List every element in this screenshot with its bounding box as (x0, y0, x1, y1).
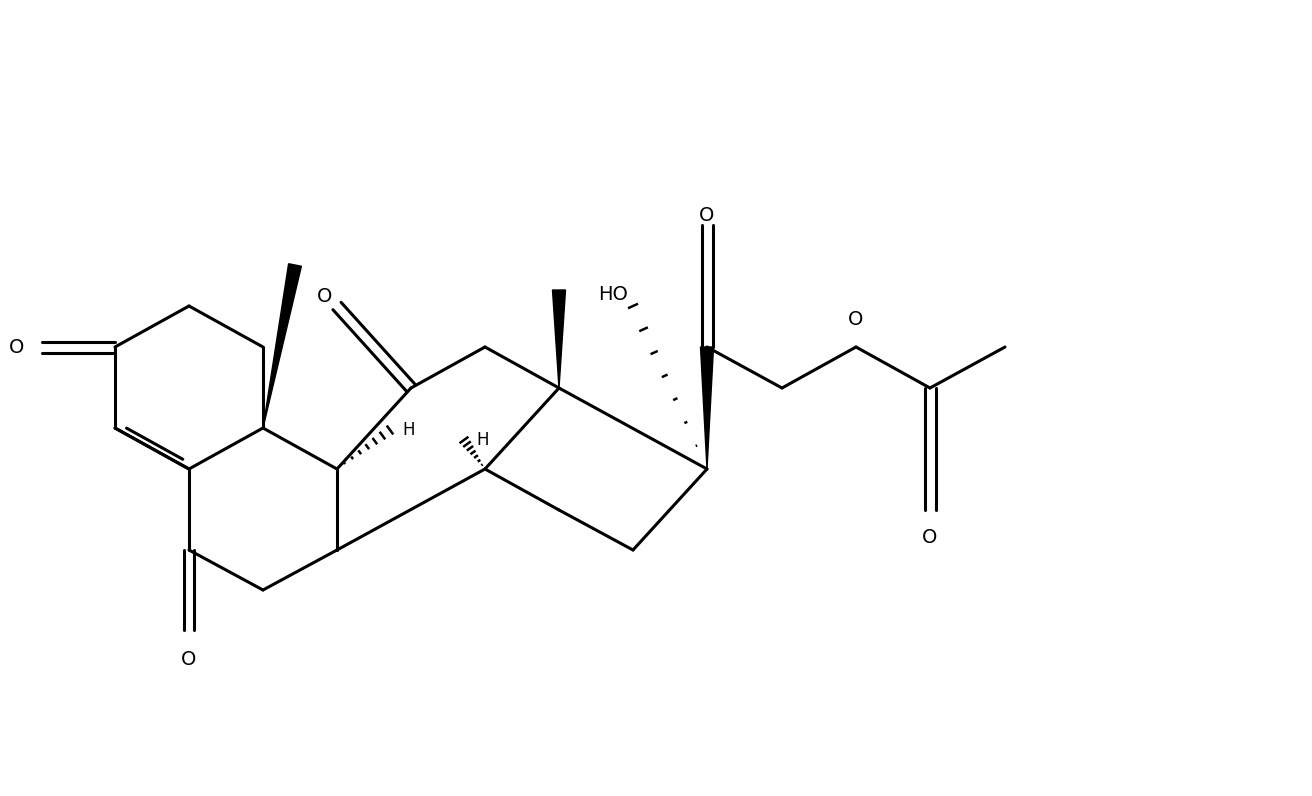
Text: H: H (476, 431, 488, 449)
Text: HO: HO (598, 284, 628, 303)
Polygon shape (552, 290, 565, 388)
Text: O: O (181, 650, 197, 669)
Text: H: H (401, 421, 415, 439)
Text: O: O (849, 310, 863, 329)
Polygon shape (701, 347, 714, 469)
Text: O: O (9, 338, 24, 357)
Text: O: O (922, 528, 938, 547)
Text: O: O (316, 287, 332, 306)
Polygon shape (262, 263, 302, 428)
Text: O: O (699, 205, 715, 224)
